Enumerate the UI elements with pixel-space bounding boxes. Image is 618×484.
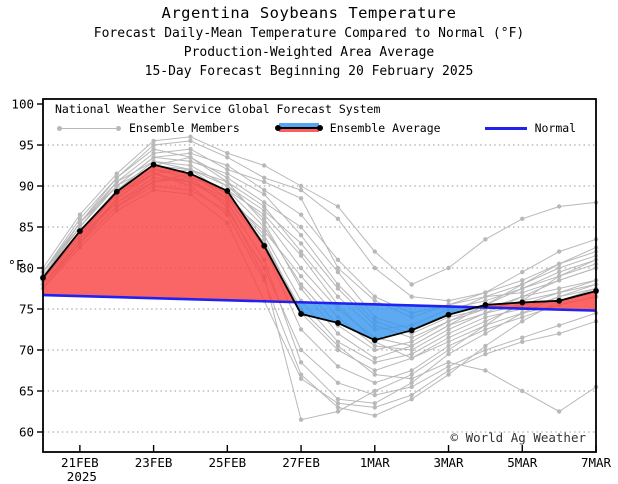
legend-heading: National Weather Service Global Forecast…: [55, 102, 381, 116]
svg-text:60: 60: [19, 424, 34, 439]
chart-subtitle-1: Forecast Daily-Mean Temperature Compared…: [93, 26, 525, 41]
svg-text:90: 90: [19, 178, 34, 193]
svg-text:7MAR: 7MAR: [581, 455, 612, 470]
svg-text:80: 80: [19, 260, 34, 275]
svg-text:5MAR: 5MAR: [507, 455, 538, 470]
svg-text:2025: 2025: [67, 469, 97, 484]
ensemble-average-marker-icon: [274, 123, 323, 133]
x-axis: 21FEB 23FEB 25FEB 27FEB 1MAR 3MAR 5MAR 7MAR 2025: [61, 445, 612, 484]
plot-frame: [42, 98, 597, 453]
chart-subtitle-3: 15-Day Forecast Beginning 20 February 20…: [144, 64, 474, 79]
legend-label-normal: Normal: [534, 121, 577, 135]
above-normal-fill: [43, 164, 596, 311]
normal-line-marker-icon: [484, 126, 527, 130]
svg-text:85: 85: [19, 219, 34, 234]
svg-text:21FEB: 21FEB: [61, 455, 99, 470]
y-axis: 60 65 70 75 80 85 90 95 100: [11, 97, 43, 439]
copyright-note: © World Ag Weather: [450, 430, 586, 445]
chart-title: Argentina Soybeans Temperature: [161, 4, 457, 22]
legend-label-members: Ensemble Members: [129, 121, 240, 135]
chart-legend: National Weather Service Global Forecast…: [55, 102, 595, 136]
svg-text:70: 70: [19, 342, 34, 357]
svg-text:95: 95: [19, 138, 34, 153]
svg-text:23FEB: 23FEB: [135, 455, 173, 470]
svg-text:65: 65: [19, 383, 34, 398]
ensemble-members-marker-icon: [57, 125, 121, 131]
svg-text:3MAR: 3MAR: [433, 455, 464, 470]
legend-label-average: Ensemble Average: [329, 121, 441, 135]
y-axis-unit-label: °F: [8, 259, 24, 274]
svg-text:25FEB: 25FEB: [209, 455, 247, 470]
svg-text:100: 100: [11, 97, 34, 112]
normal-line: [42, 293, 597, 312]
chart-subtitle-2: Production-Weighted Area Average: [183, 45, 435, 60]
title-block: Argentina Soybeans Temperature Forecast …: [0, 2, 618, 81]
svg-text:27FEB: 27FEB: [282, 455, 320, 470]
svg-text:1MAR: 1MAR: [360, 455, 391, 470]
svg-text:75: 75: [19, 301, 34, 316]
legend-row: Ensemble Members Ensemble Average Normal: [55, 121, 595, 135]
